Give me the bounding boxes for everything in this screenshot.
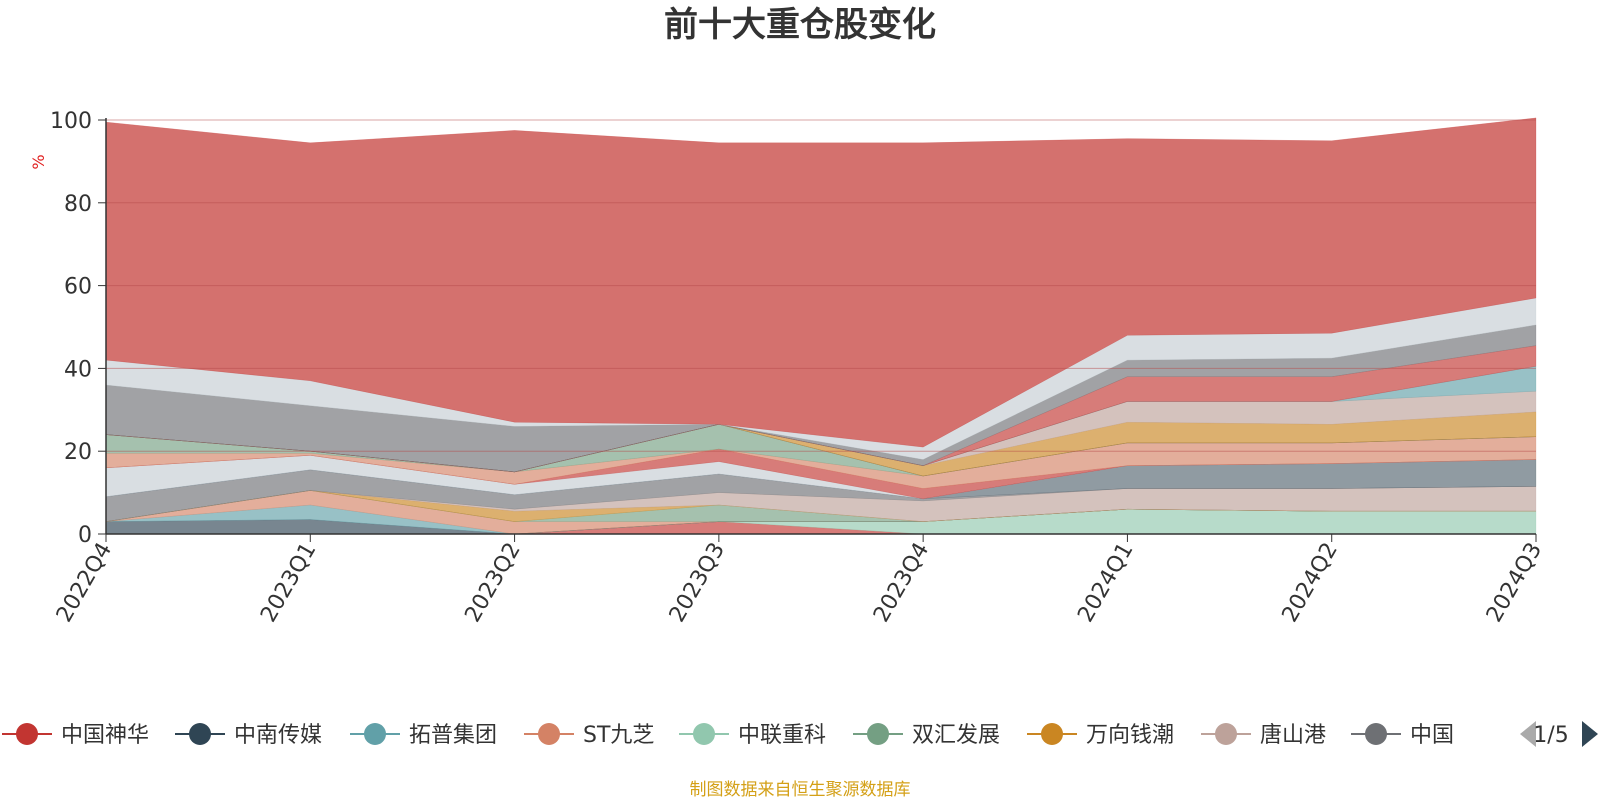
triangle-right-icon[interactable] [1582,721,1598,747]
source-note: 制图数据来自恒生聚源数据库 [690,780,911,800]
legend-marker [867,723,889,745]
area-series-22 [105,117,1537,448]
x-tick-label: 2024Q2 [1278,539,1343,627]
area-series-6 [105,490,1536,522]
legend-item[interactable]: 中国 [1351,723,1454,748]
x-tick-label: 2024Q1 [1073,539,1138,627]
legend-marker [364,723,386,745]
legend: 中国神华 中南传媒 拓普集团 ST九芝 中联重科 双汇发展 万向钱潮 唐山港 中国 1/5 [2,721,1598,748]
legend-marker [189,723,211,745]
legend-item[interactable]: 中联重科 [679,723,826,748]
area-series-8 [105,486,1537,522]
x-tick-label: 2023Q2 [460,539,525,627]
x-tick-label: 2024Q3 [1482,539,1547,627]
x-tick-label: 2022Q4 [52,539,117,627]
legend-label: 拓普集团 [409,723,497,748]
legend-item[interactable]: 唐山港 [1201,723,1326,748]
legend-item[interactable]: 万向钱潮 [1027,723,1174,748]
y-axis-label: % [29,154,48,169]
x-tick-label: 2023Q1 [256,539,321,627]
legend-label: 中南传媒 [234,723,322,748]
legend-item[interactable]: 中南传媒 [175,723,322,748]
legend-item[interactable]: 拓普集团 [350,723,497,748]
y-tick-label: 100 [50,109,92,134]
legend-item[interactable]: 中国神华 [2,723,149,748]
legend-marker [1041,723,1063,745]
y-tick-label: 60 [64,275,92,300]
y-tick-label: 0 [78,523,92,548]
legend-label: 双汇发展 [912,723,1000,748]
legend-label: 唐山港 [1260,723,1326,748]
area-series-13 [105,436,1537,489]
legend-marker [538,723,560,745]
legend-item[interactable]: ST九芝 [524,723,654,748]
legend-page-indicator: 1/5 [1533,723,1568,748]
legend-marker [16,723,38,745]
y-tick-label: 20 [64,440,92,465]
chart-title: 前十大重仓股变化 [664,5,936,45]
legend-marker [1215,723,1237,745]
legend-label: 中联重科 [738,723,826,748]
triangle-left-icon[interactable] [1520,721,1536,747]
area-series-21 [105,297,1537,460]
legend-label: 中国神华 [61,723,149,748]
y-tick-label: 80 [64,192,92,217]
legend-marker [693,723,715,745]
x-tick-label: 2023Q3 [665,539,730,627]
legend-marker [1365,723,1387,745]
legend-item[interactable]: 双汇发展 [853,723,1000,748]
legend-label: ST九芝 [583,723,654,748]
legend-label: 中国 [1410,723,1454,748]
x-tick-label: 2023Q4 [869,539,934,627]
legend-label: 万向钱潮 [1086,723,1174,748]
y-tick-label: 40 [64,357,92,382]
area-series-20 [105,324,1537,473]
plot-area: 0 20 40 60 80 100 2022Q4 2023Q1 2023Q2 2023Q3 202… [50,109,1547,627]
